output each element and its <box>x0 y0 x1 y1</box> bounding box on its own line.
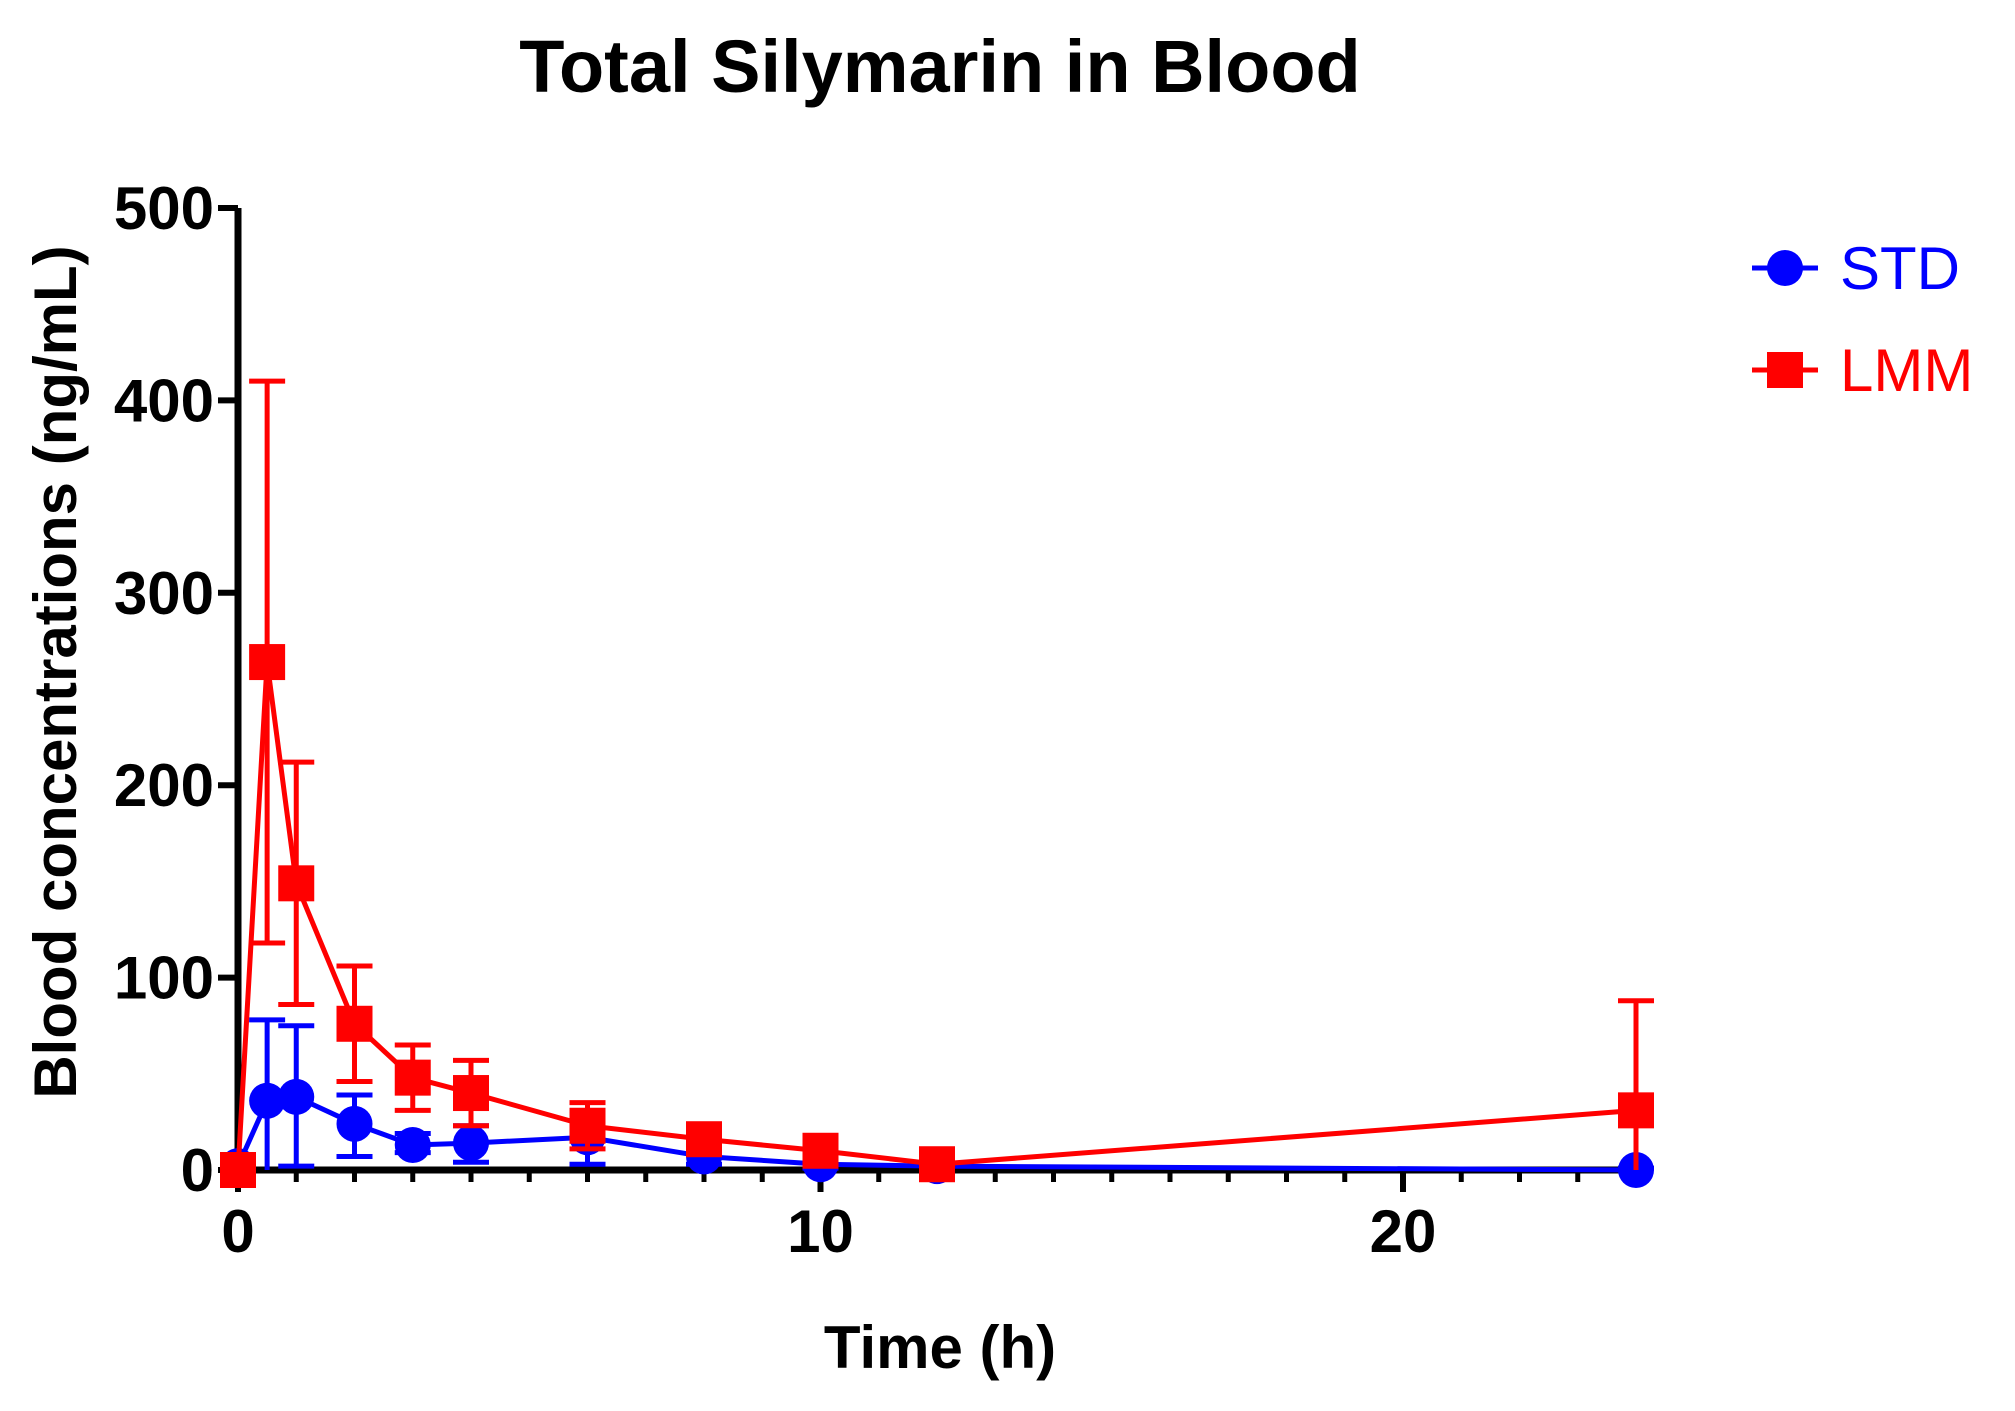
lmm-point <box>919 1146 955 1183</box>
series-lmm <box>220 378 1654 1188</box>
x-tick-label: 10 <box>787 1198 854 1265</box>
lmm-line <box>235 659 1637 1171</box>
plot-area: 0 100 200 300 400 500 0 10 20 <box>114 175 1654 1265</box>
y-tick-label: 400 <box>114 367 214 434</box>
std-point <box>249 1082 286 1119</box>
y-tick-label: 200 <box>114 752 214 819</box>
y-tick-label: 300 <box>114 560 214 627</box>
lmm-point <box>1618 1092 1654 1129</box>
x-axis-label: Time (h) <box>824 1314 1056 1381</box>
std-point <box>336 1105 373 1142</box>
std-point <box>453 1125 489 1162</box>
x-tick-label: 20 <box>1370 1198 1437 1265</box>
lmm-point <box>686 1121 722 1158</box>
y-axis-label: Blood concentrations (ng/mL) <box>22 245 89 1098</box>
y-tick-label: 100 <box>114 945 214 1012</box>
legend: STD LMM <box>1752 235 1973 404</box>
lmm-point <box>249 644 286 681</box>
lmm-point <box>220 1152 256 1188</box>
legend-label-lmm: LMM <box>1840 337 1973 404</box>
x-tick-label: 0 <box>221 1198 254 1265</box>
legend-marker-std <box>1767 250 1803 286</box>
lmm-point <box>802 1132 839 1169</box>
lmm-point <box>394 1059 431 1096</box>
lmm-point <box>569 1107 606 1144</box>
y-tick-label: 0 <box>181 1137 214 1204</box>
chart-title: Total Silymarin in Blood <box>519 25 1360 108</box>
std-point <box>394 1126 431 1163</box>
std-point <box>278 1078 315 1115</box>
lmm-point <box>278 865 315 902</box>
legend-label-std: STD <box>1840 235 1960 302</box>
lmm-point <box>336 1005 373 1042</box>
y-tick-label: 500 <box>114 175 214 242</box>
legend-marker-lmm <box>1767 352 1803 388</box>
lmm-point <box>453 1075 489 1112</box>
